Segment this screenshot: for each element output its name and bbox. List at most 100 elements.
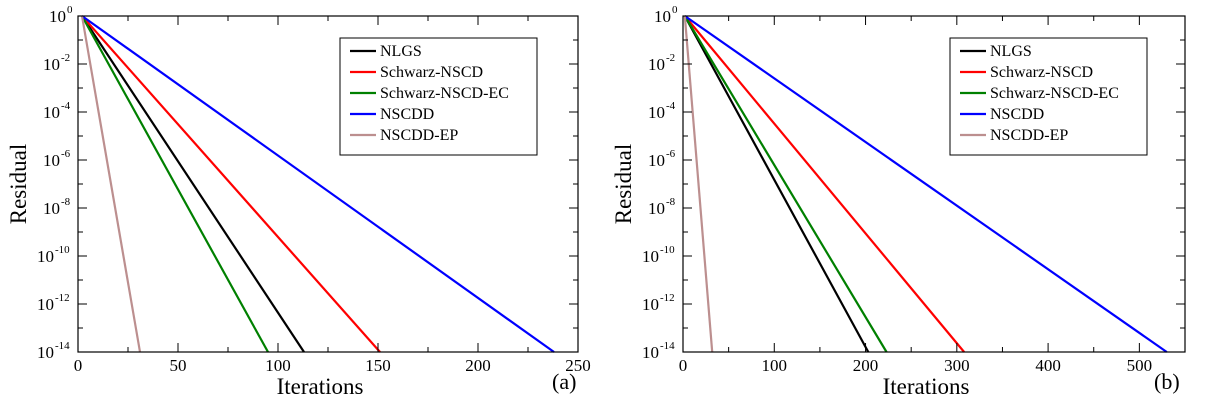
legend-label: Schwarz-NSCD [990, 64, 1093, 81]
legend-label: NLGS [990, 43, 1032, 60]
x-axis: 0 50 100 150 200 250 [74, 16, 591, 375]
y-tick-base: 10 [642, 343, 659, 362]
y-tick-label: 10 -10 [37, 244, 70, 266]
y-tick-label: 10 -14 [37, 340, 70, 362]
y-tick-exponent: -4 [666, 100, 676, 112]
x-tick-label: 0 [679, 356, 688, 375]
y-tick-exponent: 0 [67, 4, 73, 16]
legend: NLGS Schwarz-NSCD Schwarz-NSCD-EC NSCDD NSCD… [949, 37, 1148, 156]
legend-label: NSCDD-EP [990, 127, 1068, 144]
y-tick-label: 10 -4 [648, 100, 676, 122]
legend-label: NLGS [380, 43, 422, 60]
series-line-nscdd [81, 15, 555, 353]
y-tick-base: 10 [648, 151, 665, 170]
legend-label: Schwarz-NSCD [380, 64, 483, 81]
y-tick-exponent: -10 [660, 244, 675, 256]
y-tick-exponent: -8 [666, 196, 676, 208]
legend-item: Schwarz-NSCD-EC [350, 85, 509, 102]
series-line-schwarz-nscd-ec [81, 15, 269, 353]
legend-item: Schwarz-NSCD [350, 64, 483, 81]
legend-item: NSCDD [960, 106, 1044, 123]
series-line-nlgs [683, 15, 870, 353]
legend-label: NSCDD-EP [380, 127, 458, 144]
y-tick-base: 10 [43, 199, 60, 218]
x-tick-label: 150 [365, 356, 391, 375]
y-tick-label: 10 -2 [43, 52, 70, 74]
x-tick-label: 300 [944, 356, 970, 375]
y-tick-exponent: -4 [61, 100, 71, 112]
y-axis-title: Residual [611, 144, 636, 225]
y-tick-exponent: 0 [672, 4, 678, 16]
legend-item: NSCDD-EP [350, 127, 458, 144]
legend-label: Schwarz-NSCD-EC [380, 85, 509, 102]
x-tick-label: 500 [1127, 356, 1153, 375]
x-tick-label: 100 [762, 356, 788, 375]
y-tick-exponent: -14 [660, 340, 675, 352]
y-tick-exponent: -6 [666, 148, 676, 160]
y-axis-title: Residual [6, 144, 31, 225]
series-group [80, 15, 555, 353]
legend-label: Schwarz-NSCD-EC [990, 85, 1119, 102]
x-axis: 0 100 200 300 400 500 [679, 16, 1152, 375]
y-tick-base: 10 [49, 7, 66, 26]
y-tick-exponent: -2 [61, 52, 70, 64]
y-tick-base: 10 [642, 295, 659, 314]
y-tick-label: 10 -6 [43, 148, 71, 170]
series-line-schwarz-nscd-ec [683, 15, 888, 353]
x-tick-label: 200 [853, 356, 879, 375]
legend-item: NSCDD-EP [960, 127, 1068, 144]
y-tick-base: 10 [648, 55, 665, 74]
x-tick-label: 400 [1035, 356, 1061, 375]
legend-item: Schwarz-NSCD [960, 64, 1093, 81]
y-tick-label: 10 -12 [642, 292, 675, 314]
y-tick-exponent: -12 [660, 292, 675, 304]
y-tick-base: 10 [648, 199, 665, 218]
x-tick-label: 200 [465, 356, 491, 375]
series-line-schwarz-nscd [683, 15, 965, 353]
y-tick-label: 10 -12 [37, 292, 70, 314]
legend-label: NSCDD [380, 106, 434, 123]
y-tick-exponent: -2 [666, 52, 675, 64]
y-tick-exponent: -8 [61, 196, 71, 208]
x-tick-label: 250 [565, 356, 591, 375]
y-tick-base: 10 [37, 295, 54, 314]
x-tick-label: 50 [170, 356, 187, 375]
y-tick-exponent: -10 [55, 244, 70, 256]
series-line-nscdd-ep [80, 15, 142, 353]
y-tick-base: 10 [654, 7, 671, 26]
y-tick-base: 10 [43, 151, 60, 170]
legend-item: NSCDD [350, 106, 434, 123]
legend-label: NSCDD [990, 106, 1044, 123]
y-tick-base: 10 [37, 343, 54, 362]
series-group [683, 15, 1168, 353]
y-tick-label: 10 -14 [642, 340, 675, 362]
y-tick-base: 10 [642, 247, 659, 266]
x-tick-label: 100 [265, 356, 291, 375]
panel-label: (a) [552, 369, 576, 394]
legend-item: Schwarz-NSCD-EC [960, 85, 1119, 102]
legend-item: NLGS [960, 43, 1032, 60]
y-tick-base: 10 [43, 103, 60, 122]
x-axis-title: Iterations [277, 374, 364, 399]
y-tick-label: 10 -8 [43, 196, 71, 218]
x-tick-label: 0 [74, 356, 83, 375]
series-line-nscdd-ep [683, 15, 714, 353]
legend-item: NLGS [350, 43, 422, 60]
y-tick-base: 10 [37, 247, 54, 266]
y-tick-label: 10 -2 [648, 52, 675, 74]
series-line-nlgs [81, 15, 305, 353]
y-tick-base: 10 [43, 55, 60, 74]
legend: NLGS Schwarz-NSCD Schwarz-NSCD-EC NSCDD NSCD… [339, 37, 538, 156]
y-tick-label: 10 -8 [648, 196, 676, 218]
panel-label: (b) [1154, 369, 1180, 394]
y-tick-label: 10 -10 [642, 244, 675, 266]
series-line-nscdd [684, 15, 1168, 353]
y-tick-base: 10 [648, 103, 665, 122]
y-tick-label: 10 0 [49, 4, 73, 26]
y-tick-exponent: -12 [55, 292, 70, 304]
y-tick-label: 10 -4 [43, 100, 71, 122]
